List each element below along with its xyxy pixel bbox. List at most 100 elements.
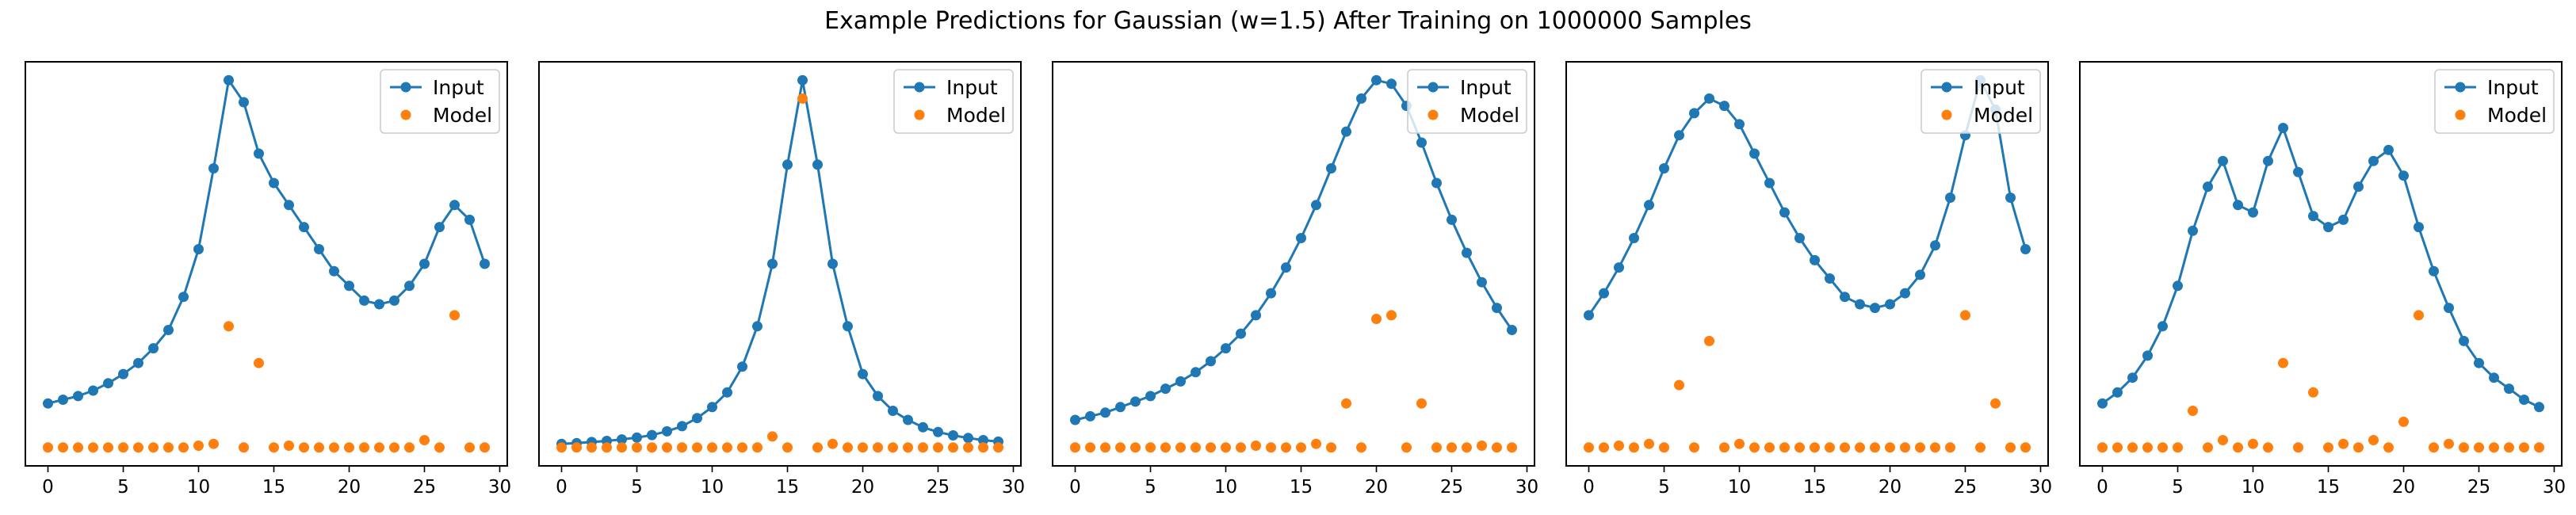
chart-panel-5: 0 5 10 15 20 25 30 Input Model bbox=[2079, 61, 2566, 498]
input-point bbox=[812, 159, 823, 170]
x-tick-label: 25 bbox=[1954, 477, 1977, 498]
model-point bbox=[707, 442, 717, 453]
figure-title: Example Predictions for Gaussian (w=1.5)… bbox=[824, 7, 1752, 35]
input-point bbox=[148, 343, 159, 354]
model-point bbox=[2444, 438, 2454, 449]
input-point bbox=[269, 177, 279, 189]
input-point bbox=[647, 429, 657, 441]
input-point bbox=[1175, 376, 1186, 387]
x-tick-label: 15 bbox=[776, 477, 799, 498]
input-point bbox=[1734, 119, 1745, 130]
x-tick-label: 20 bbox=[2392, 477, 2415, 498]
model-point bbox=[812, 442, 823, 453]
model-point bbox=[963, 442, 973, 453]
model-point bbox=[978, 442, 988, 453]
model-point bbox=[1401, 442, 1412, 453]
input-point bbox=[193, 244, 204, 254]
model-point bbox=[1930, 442, 1940, 453]
x-tick-label: 20 bbox=[338, 477, 361, 498]
input-point bbox=[88, 385, 98, 396]
model-point bbox=[329, 442, 339, 453]
model-point bbox=[1840, 442, 1850, 453]
input-point bbox=[2293, 166, 2303, 177]
model-point bbox=[1477, 441, 1487, 451]
input-point bbox=[2459, 335, 2469, 346]
input-point bbox=[329, 265, 339, 277]
x-tick-label: 20 bbox=[851, 477, 874, 498]
input-point bbox=[284, 200, 294, 211]
model-point bbox=[873, 442, 883, 453]
model-point bbox=[1130, 442, 1141, 453]
model-point bbox=[1990, 398, 2001, 409]
input-point bbox=[2353, 181, 2364, 193]
input-point bbox=[1462, 247, 1472, 258]
model-point bbox=[587, 442, 597, 453]
input-point bbox=[1281, 262, 1291, 273]
axes-frame bbox=[2079, 61, 2563, 467]
model-point bbox=[1371, 314, 1382, 324]
x-tick-label: 0 bbox=[1069, 477, 1081, 498]
input-point bbox=[1915, 269, 1925, 280]
series-input bbox=[2097, 123, 2544, 413]
input-point bbox=[480, 258, 490, 269]
input-point bbox=[1296, 233, 1306, 243]
model-point bbox=[903, 442, 913, 453]
input-point bbox=[2263, 155, 2273, 166]
model-point bbox=[1825, 442, 1835, 453]
input-point bbox=[2414, 222, 2424, 233]
input-point bbox=[2173, 280, 2183, 292]
input-point bbox=[2278, 123, 2288, 133]
model-point bbox=[933, 442, 943, 453]
input-point bbox=[2020, 244, 2031, 254]
model-point bbox=[269, 442, 279, 453]
input-point bbox=[1674, 130, 1684, 141]
input-point bbox=[1130, 396, 1141, 407]
input-point bbox=[1266, 288, 1276, 299]
model-point bbox=[1674, 380, 1684, 391]
model-point bbox=[449, 310, 460, 321]
model-point bbox=[722, 442, 732, 453]
model-point bbox=[73, 442, 83, 453]
input-point bbox=[314, 244, 324, 254]
model-point bbox=[1221, 442, 1231, 453]
model-point bbox=[752, 442, 762, 453]
input-point bbox=[617, 434, 627, 445]
model-point bbox=[2157, 442, 2168, 453]
input-point bbox=[1191, 367, 1201, 378]
model-point bbox=[662, 442, 672, 453]
input-point bbox=[722, 387, 732, 398]
x-tick-label: 10 bbox=[1214, 477, 1237, 498]
model-point bbox=[2338, 438, 2349, 449]
model-point bbox=[2368, 435, 2379, 445]
x-tick-label: 20 bbox=[1365, 477, 1388, 498]
model-point bbox=[1296, 442, 1306, 453]
model-point bbox=[1191, 442, 1201, 453]
input-point bbox=[1356, 93, 1366, 104]
legend-label: Model bbox=[433, 104, 492, 127]
input-point bbox=[797, 74, 808, 86]
model-point bbox=[2020, 442, 2031, 453]
input-point bbox=[2218, 155, 2228, 166]
legend-marker bbox=[2455, 82, 2466, 93]
x-tick-label: 20 bbox=[1878, 477, 1901, 498]
input-point bbox=[2504, 383, 2514, 395]
input-point bbox=[2368, 155, 2379, 166]
model-point bbox=[208, 438, 219, 449]
axes-frame bbox=[25, 61, 508, 467]
input-line bbox=[561, 78, 999, 445]
model-point bbox=[1326, 442, 1336, 453]
model-point bbox=[1115, 442, 1126, 453]
model-point bbox=[2142, 442, 2153, 453]
model-point bbox=[1599, 442, 1609, 453]
input-point bbox=[344, 280, 354, 292]
input-point bbox=[2338, 214, 2349, 225]
model-point bbox=[1945, 442, 1955, 453]
input-point bbox=[404, 280, 415, 292]
input-point bbox=[1614, 262, 1624, 273]
series-input bbox=[43, 74, 490, 409]
legend: Input Model bbox=[893, 69, 1014, 134]
input-point bbox=[1206, 356, 1216, 367]
input-point bbox=[1629, 233, 1639, 243]
input-point bbox=[978, 435, 988, 445]
input-point bbox=[359, 295, 369, 306]
